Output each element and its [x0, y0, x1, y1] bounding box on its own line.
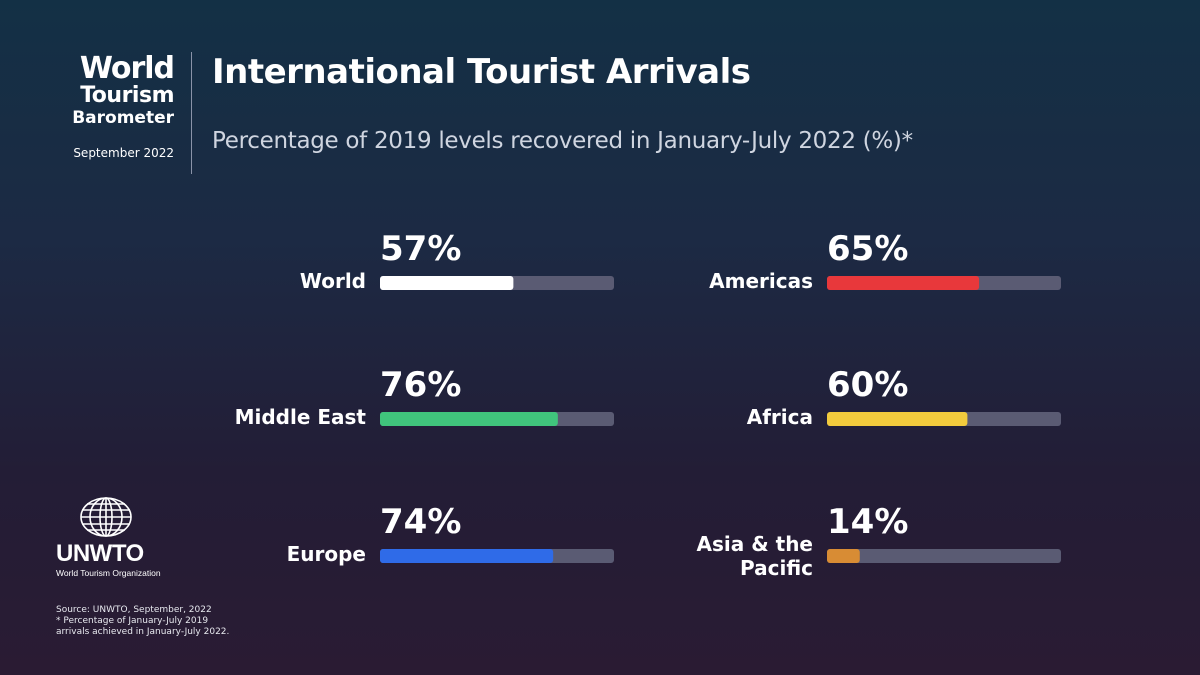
- bar-world: [380, 276, 514, 290]
- value-label-europe: 74%: [380, 502, 461, 542]
- category-label-world: World: [300, 269, 366, 293]
- category-label-europe: Europe: [287, 542, 366, 566]
- source-line-3: arrivals achieved in January-July 2022.: [56, 627, 230, 637]
- source-note: Source: UNWTO, September, 2022 * Percent…: [56, 605, 229, 638]
- bar-track-asia-the-pacific: [827, 549, 1061, 563]
- globe-icon: [80, 497, 132, 537]
- bar-middle-east: [380, 412, 558, 426]
- page-title: International Tourist Arrivals: [212, 52, 751, 92]
- value-label-world: 57%: [380, 229, 461, 269]
- category-label-africa: Africa: [747, 405, 813, 429]
- unwto-logo: UNWTO World Tourism Organization: [56, 496, 166, 578]
- brand-line-tourism: Tourism: [80, 83, 174, 108]
- page-subtitle: Percentage of 2019 levels recovered in J…: [212, 128, 913, 154]
- category-label-asia-the-pacific: Asia & the Pacific: [697, 532, 813, 580]
- source-line-1: Source: UNWTO, September, 2022: [56, 605, 212, 615]
- value-label-africa: 60%: [827, 365, 908, 405]
- category-label-americas: Americas: [709, 269, 813, 293]
- category-label-middle-east: Middle East: [235, 405, 367, 429]
- logo-name: UNWTO: [56, 540, 144, 567]
- bar-europe: [380, 549, 554, 563]
- bar-americas: [827, 276, 980, 290]
- brand-line-world: World: [79, 51, 175, 86]
- source-line-2: * Percentage of January-July 2019: [56, 616, 209, 626]
- brand-date: September 2022: [73, 146, 174, 160]
- bar-africa: [827, 412, 968, 426]
- value-label-asia-the-pacific: 14%: [827, 502, 908, 542]
- barometer-brand: World Tourism Barometer: [56, 51, 175, 129]
- header-divider: [191, 52, 192, 174]
- bar-asia-the-pacific: [827, 549, 860, 563]
- value-label-americas: 65%: [827, 229, 908, 269]
- logo-subtitle: World Tourism Organization: [56, 568, 161, 578]
- value-label-middle-east: 76%: [380, 365, 461, 405]
- brand-line-barometer: Barometer: [72, 108, 174, 128]
